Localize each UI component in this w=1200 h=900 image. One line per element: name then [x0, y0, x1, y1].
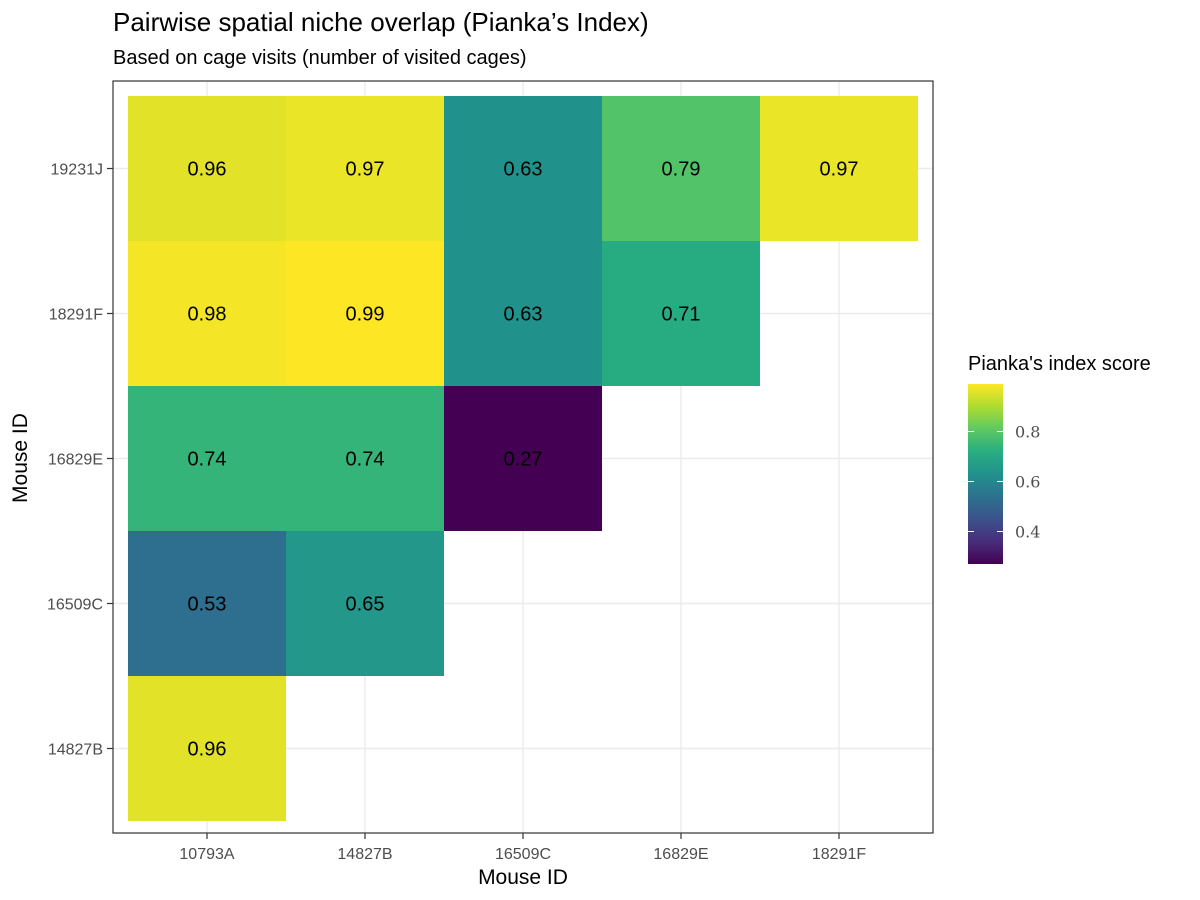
- heatmap-cell: [286, 241, 444, 386]
- heatmap-cell: [128, 96, 286, 241]
- cell-value-labels: 0.96 0.97 0.63 0.79 0.97 0.98 0.99 0.63 0.71 0.74…: [188, 159, 859, 761]
- heatmap-cell: [286, 96, 444, 241]
- cell-value-label: 0.96: [188, 739, 227, 761]
- heatmap-cell: [128, 531, 286, 676]
- heatmap-cell: [602, 96, 760, 241]
- heatmap-cell: [444, 96, 602, 241]
- heatmap-cell: [128, 241, 286, 386]
- legend-tick-label: 0.8: [1015, 423, 1040, 442]
- cell-value-label: 0.53: [188, 594, 227, 616]
- chart-subtitle: Based on cage visits (number of visited …: [113, 47, 527, 69]
- legend-title: Pianka's index score: [968, 353, 1151, 375]
- heatmap-cell: [760, 96, 918, 241]
- legend-tick-label: 0.6: [1015, 473, 1040, 492]
- heatmap-cells: [112, 80, 934, 834]
- x-tick-label: 14827B: [337, 846, 392, 863]
- cell-value-label: 0.74: [188, 449, 227, 471]
- x-tick-label: 10793A: [179, 846, 234, 863]
- cell-value-label: 0.63: [504, 304, 543, 326]
- heatmap-cell: [602, 241, 760, 386]
- cell-value-label: 0.65: [346, 594, 385, 616]
- chart-title: Pairwise spatial niche overlap (Pianka’s…: [113, 7, 649, 37]
- y-tick-label: 16509C: [47, 597, 103, 614]
- x-axis-title: Mouse ID: [478, 866, 568, 889]
- heatmap-cell: [286, 386, 444, 531]
- cell-value-label: 0.99: [346, 304, 385, 326]
- heatmap-cell: [128, 676, 286, 821]
- heatmap-cell: [128, 386, 286, 531]
- x-tick-label: 18291F: [812, 846, 866, 863]
- heatmap-cell: [286, 531, 444, 676]
- x-tick-label: 16509C: [495, 846, 551, 863]
- cell-value-label: 0.97: [346, 159, 385, 181]
- axes: 10793A 14827B 16509C 16829E 18291F 14827B 1650…: [47, 162, 866, 864]
- cell-value-label: 0.98: [188, 304, 227, 326]
- legend-tick-label: 0.4: [1015, 523, 1040, 542]
- heatmap-cell: [444, 386, 602, 531]
- y-axis-title: Mouse ID: [9, 413, 32, 503]
- y-tick-label: 14827B: [48, 742, 103, 759]
- cell-value-label: 0.79: [662, 159, 701, 181]
- cell-value-label: 0.63: [504, 159, 543, 181]
- cell-value-label: 0.74: [346, 449, 385, 471]
- heatmap-cell: [444, 241, 602, 386]
- legend-colorbar: [968, 384, 1003, 564]
- y-tick-label: 16829E: [48, 452, 103, 469]
- cell-value-label: 0.27: [504, 449, 543, 471]
- cell-value-label: 0.71: [662, 304, 701, 326]
- cell-value-label: 0.97: [820, 159, 859, 181]
- color-legend: Pianka's index score 0.4 0.6 0.8: [968, 353, 1151, 564]
- x-tick-label: 16829E: [653, 846, 708, 863]
- cell-value-label: 0.96: [188, 159, 227, 181]
- y-tick-label: 18291F: [49, 307, 103, 324]
- y-tick-label: 19231J: [51, 162, 104, 179]
